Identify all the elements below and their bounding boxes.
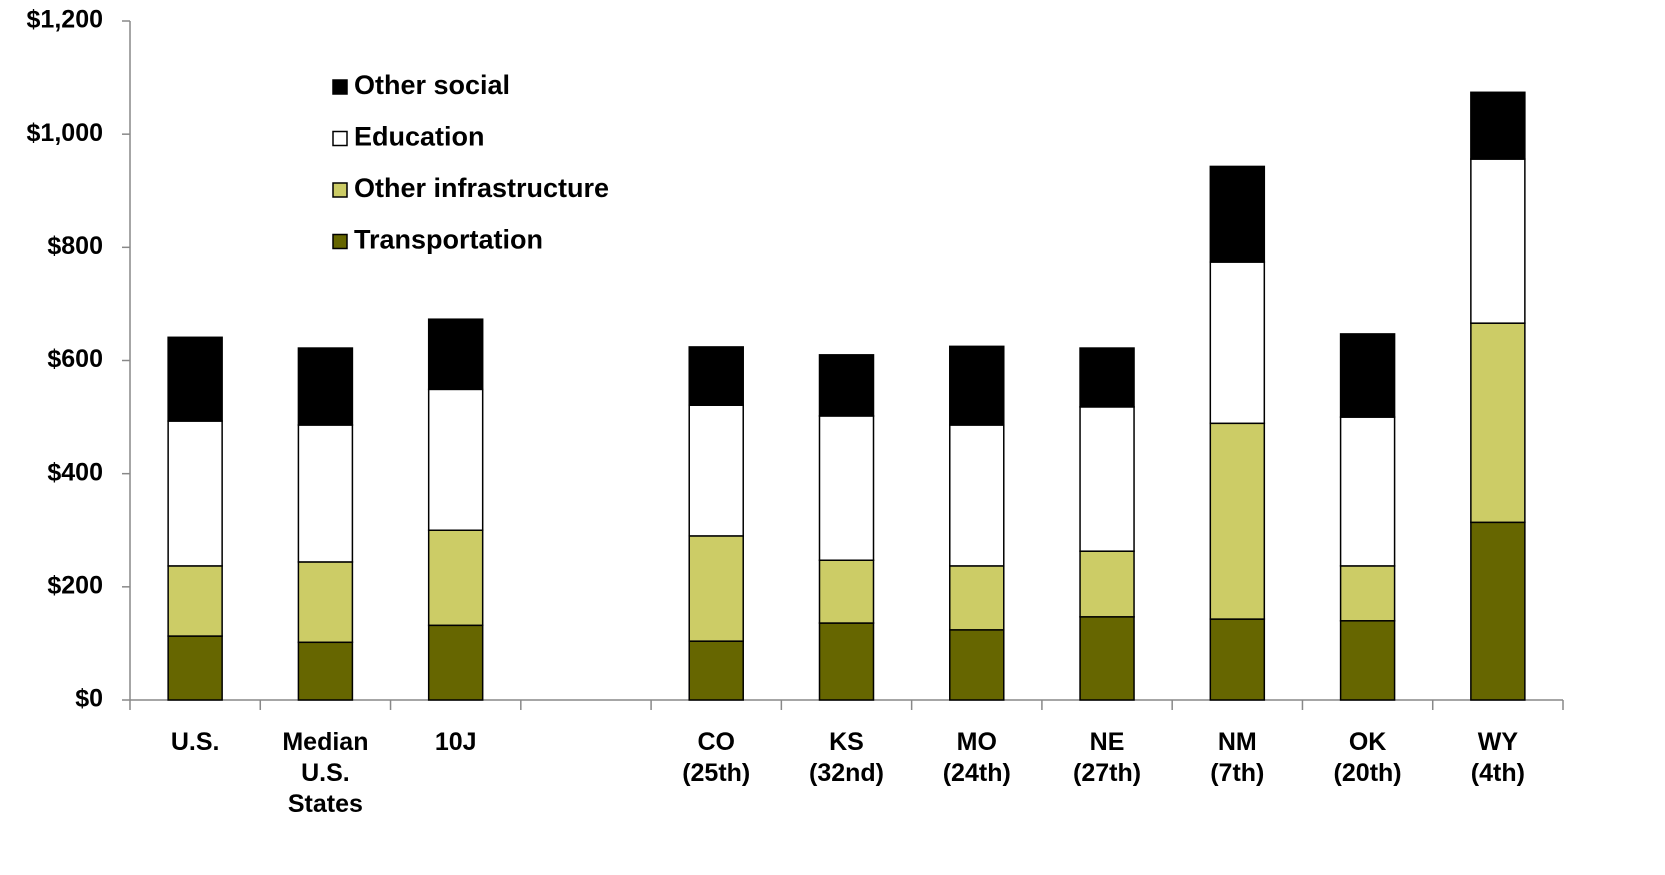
- y-tick-label: $0: [75, 685, 103, 713]
- bar-segment: [1209, 422, 1266, 620]
- bar-segment: [1339, 416, 1396, 567]
- legend-marker: [332, 182, 348, 198]
- x-tick-label: WY (4th): [1470, 728, 1525, 787]
- x-tick-label: Median U.S. States: [282, 728, 369, 818]
- bar-segment: [167, 420, 223, 567]
- bar-segment: [1209, 618, 1266, 701]
- bar-segment: [1209, 165, 1266, 263]
- bar-segment: [949, 424, 1005, 567]
- bar-segment: [427, 388, 484, 532]
- legend-marker: [332, 79, 348, 95]
- bar-segment: [818, 415, 875, 561]
- bar-segment: [949, 629, 1005, 701]
- legend-label: Other infrastructure: [354, 173, 609, 203]
- y-tick-label: $1,200: [27, 6, 103, 34]
- legend-marker: [332, 130, 348, 147]
- bar-segment: [818, 559, 875, 624]
- bar-segment: [949, 345, 1005, 426]
- bar-segment: [427, 624, 484, 701]
- bar-segment: [297, 424, 354, 563]
- x-tick-label: MO (24th): [942, 728, 1011, 787]
- bar-segment: [1339, 565, 1396, 622]
- x-tick-label: OK (20th): [1333, 728, 1402, 787]
- bar-segment: [167, 565, 223, 637]
- bar-segment: [297, 347, 354, 426]
- bar-segment: [818, 354, 875, 417]
- bar-segment: [1470, 322, 1526, 524]
- bar-segment: [297, 641, 354, 701]
- bar-segment: [688, 346, 744, 406]
- bar-segment: [1339, 620, 1396, 701]
- bar-segment: [1470, 91, 1526, 160]
- x-tick-label: CO (25th): [682, 728, 751, 787]
- bar-segment: [167, 635, 223, 701]
- bar-segment: [688, 404, 744, 537]
- bar-segment: [427, 529, 484, 627]
- x-tick-label: NE (27th): [1073, 728, 1142, 787]
- y-tick-label: $200: [47, 571, 103, 599]
- legend-marker: [332, 233, 348, 250]
- bar-segment: [949, 565, 1005, 631]
- y-tick-label: $800: [47, 232, 103, 260]
- bar-segment: [1470, 158, 1526, 324]
- bar-segment: [427, 318, 484, 391]
- y-tick-label: $1,000: [27, 119, 103, 147]
- legend-label: Education: [354, 122, 485, 152]
- bar-segment: [1079, 550, 1135, 618]
- bar-segment: [297, 561, 354, 644]
- bar-segment: [1339, 333, 1396, 418]
- y-tick-label: $600: [47, 345, 103, 373]
- bar-segment: [1079, 347, 1135, 408]
- bar-segment: [1470, 521, 1526, 701]
- bar-segment: [1079, 406, 1135, 552]
- x-tick-label: NM (7th): [1210, 728, 1265, 787]
- y-tick-label: $400: [47, 458, 103, 486]
- bar-segment: [1209, 261, 1266, 425]
- bar-segment: [688, 535, 744, 642]
- bar-segment: [818, 622, 875, 701]
- legend-label: Other social: [354, 70, 510, 100]
- legend-label: Transportation: [354, 225, 543, 255]
- bar-segment: [688, 640, 744, 701]
- x-tick-label: KS (32nd): [809, 728, 884, 787]
- x-tick-label: U.S.: [170, 728, 220, 756]
- x-tick-label: 10J: [434, 728, 477, 756]
- bar-segment: [167, 336, 223, 422]
- bar-segment: [1079, 616, 1135, 701]
